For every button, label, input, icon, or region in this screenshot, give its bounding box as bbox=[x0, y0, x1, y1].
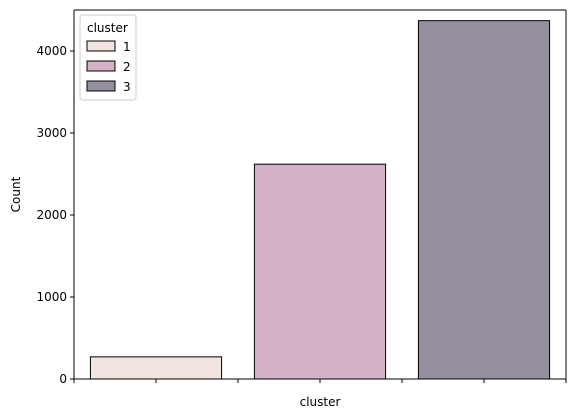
bar-cluster-2 bbox=[253, 163, 387, 380]
bar-cluster-3 bbox=[417, 20, 551, 380]
axes-group: 0 1000 2000 3000 4000 bbox=[36, 9, 567, 386]
legend-label-3: 3 bbox=[123, 80, 131, 94]
bars-group bbox=[89, 20, 551, 380]
y-tick-label: 0 bbox=[59, 372, 67, 386]
legend-box bbox=[79, 14, 137, 101]
legend-swatch-1 bbox=[86, 40, 116, 52]
y-tick-label: 3000 bbox=[36, 126, 67, 140]
bar-cluster-1 bbox=[89, 356, 223, 380]
legend-label-1: 1 bbox=[123, 40, 131, 54]
y-tick-label: 2000 bbox=[36, 208, 67, 222]
legend-swatch-2 bbox=[86, 60, 116, 72]
y-axis-label: Count bbox=[9, 176, 23, 212]
y-tick-label: 4000 bbox=[36, 44, 67, 58]
legend-title: cluster bbox=[87, 21, 128, 35]
legend-label-2: 2 bbox=[123, 60, 131, 74]
legend: cluster 1 2 3 bbox=[79, 14, 137, 101]
x-axis-label: cluster bbox=[300, 395, 341, 409]
legend-swatch-3 bbox=[86, 80, 116, 92]
y-tick-label: 1000 bbox=[36, 290, 67, 304]
